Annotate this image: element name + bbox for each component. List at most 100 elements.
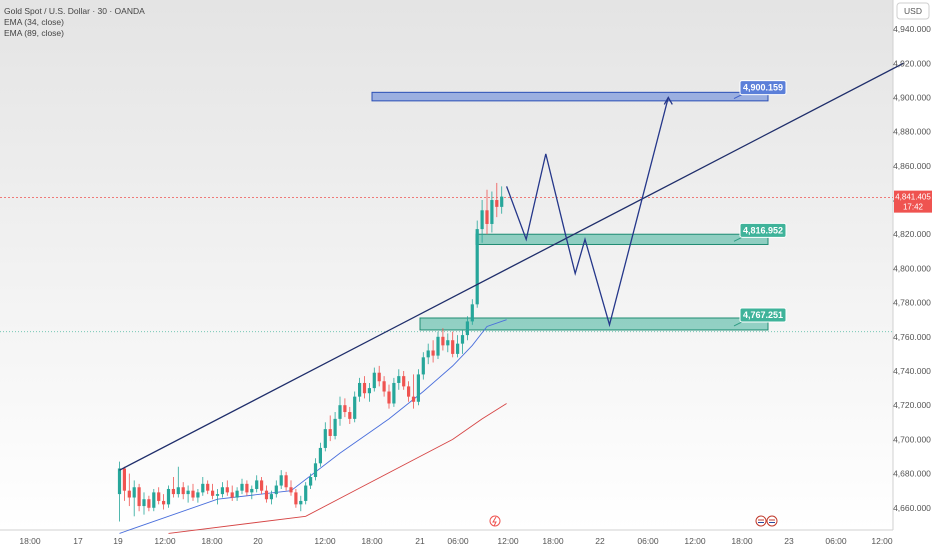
candle	[299, 495, 303, 512]
candle-body	[250, 488, 254, 493]
y-tick-label: 4,740.000	[893, 366, 931, 376]
candle-body	[225, 487, 229, 493]
chart-legend: Gold Spot / U.S. Dollar · 30 · OANDA EMA…	[4, 6, 145, 39]
candle-body	[245, 483, 249, 493]
candle	[421, 352, 425, 380]
candle	[250, 485, 254, 500]
candle	[475, 220, 479, 308]
candle	[407, 381, 411, 402]
candle	[127, 473, 131, 507]
ema-34-legend[interactable]: EMA (34, close)	[4, 17, 64, 27]
candle	[132, 480, 136, 517]
symbol-title[interactable]: Gold Spot / U.S. Dollar · 30 · OANDA	[4, 6, 145, 16]
x-tick-label: 21	[415, 536, 425, 546]
candle-body	[338, 405, 342, 419]
lightning-event-icon[interactable]	[489, 515, 501, 527]
candle-body	[343, 405, 347, 413]
candle	[460, 329, 465, 354]
candle-body	[117, 468, 122, 495]
y-tick-label: 4,900.000	[893, 92, 931, 102]
candle	[451, 331, 455, 358]
candle	[480, 200, 484, 243]
candle-body	[358, 382, 362, 397]
candle	[367, 382, 371, 402]
y-tick-label: 4,920.000	[893, 58, 931, 68]
us-flag-event-icon[interactable]	[755, 515, 767, 527]
candle	[431, 340, 435, 363]
candle-body	[274, 485, 278, 495]
us-flag-event-icon[interactable]	[766, 515, 778, 527]
candle-body	[147, 499, 151, 508]
candle	[186, 485, 190, 503]
candle-body	[279, 475, 283, 486]
candle-body	[436, 336, 440, 356]
zone-support-2	[419, 317, 769, 331]
y-tick-label: 4,940.000	[893, 24, 931, 34]
candle-body	[397, 376, 401, 383]
candle-body	[264, 490, 269, 500]
candle-body	[431, 350, 435, 356]
candle	[264, 485, 269, 503]
ema-89-legend[interactable]: EMA (89, close)	[4, 28, 64, 38]
candle	[289, 480, 293, 496]
candle	[215, 488, 220, 505]
candle	[279, 470, 283, 489]
candle	[201, 477, 205, 496]
candle-body	[260, 480, 264, 491]
x-tick-label: 23	[784, 536, 794, 546]
candle-body	[416, 374, 420, 402]
candle	[225, 480, 229, 496]
candle-body	[485, 210, 489, 224]
candle	[171, 477, 175, 498]
candle-body	[475, 229, 479, 305]
y-tick-label: 4,820.000	[893, 229, 931, 239]
candle	[176, 466, 180, 498]
time-axis-panel[interactable]	[0, 530, 893, 550]
y-tick-label: 4,700.000	[893, 434, 931, 444]
candle	[377, 365, 381, 387]
candle-body	[157, 492, 161, 501]
projection-arrowhead	[663, 96, 673, 105]
candle	[309, 473, 313, 489]
candle-body	[132, 487, 136, 498]
x-tick-label: 06:00	[447, 536, 469, 546]
candle-body	[441, 336, 445, 346]
candle-body	[309, 477, 313, 486]
candle	[465, 316, 469, 341]
candle-body	[460, 335, 465, 344]
candle-body	[480, 210, 484, 230]
candle	[353, 391, 357, 423]
candle-body	[220, 487, 224, 495]
y-tick-label: 4,720.000	[893, 400, 931, 410]
candle-body	[333, 418, 337, 436]
candle-body	[127, 490, 131, 498]
candle-body	[186, 490, 190, 495]
x-tick-label: 18:00	[542, 536, 564, 546]
x-tick-label: 12:00	[497, 536, 519, 546]
candle-body	[166, 488, 171, 505]
price-axis-panel[interactable]	[893, 0, 932, 550]
candle-body	[490, 200, 494, 224]
candle-body	[392, 382, 396, 404]
y-tick-label: 4,860.000	[893, 161, 931, 171]
badge-label: 4,900.159	[743, 83, 783, 93]
candle-body	[313, 463, 318, 477]
zone-support-1	[475, 233, 769, 245]
candle-body	[269, 494, 273, 500]
candle	[490, 191, 494, 233]
candle-body	[152, 492, 156, 508]
candle	[411, 374, 416, 409]
candle	[152, 488, 156, 512]
candle	[436, 331, 440, 360]
candle-body	[367, 388, 371, 394]
badge-box	[739, 222, 787, 238]
ema-89-line	[168, 403, 507, 534]
candle-body	[328, 429, 332, 436]
candle-body	[402, 376, 406, 387]
candle-body	[421, 357, 425, 375]
candle	[230, 485, 234, 501]
currency-button[interactable]	[896, 2, 930, 20]
candle	[416, 369, 420, 406]
